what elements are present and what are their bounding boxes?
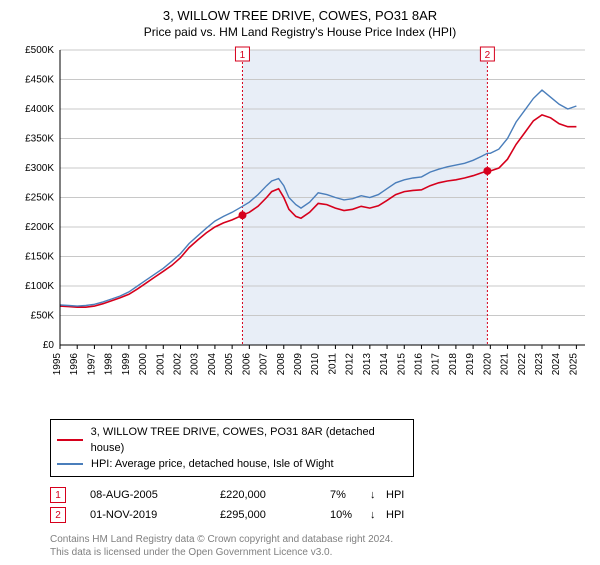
sale-vs-hpi: HPI [386, 489, 426, 501]
svg-text:£250K: £250K [25, 193, 54, 204]
svg-text:2019: 2019 [465, 353, 476, 376]
sale-pct: 10% [330, 509, 370, 521]
svg-text:£350K: £350K [25, 134, 54, 145]
svg-text:2002: 2002 [172, 353, 183, 376]
svg-text:2012: 2012 [345, 353, 356, 376]
svg-text:1999: 1999 [121, 353, 132, 376]
sale-marker: 2 [50, 507, 66, 523]
svg-text:2023: 2023 [534, 353, 545, 376]
sale-date: 01-NOV-2019 [90, 509, 220, 521]
line-chart: £0 £50K £100K £150K £200K £250K £300K £350K £400… [10, 45, 590, 415]
svg-text:2000: 2000 [138, 353, 149, 376]
svg-text:£100K: £100K [25, 281, 54, 292]
svg-text:2014: 2014 [379, 353, 390, 376]
svg-text:2021: 2021 [500, 353, 511, 376]
svg-text:2008: 2008 [276, 353, 287, 376]
svg-text:2004: 2004 [207, 353, 218, 376]
svg-text:2016: 2016 [413, 353, 424, 376]
svg-text:2020: 2020 [482, 353, 493, 376]
svg-text:2003: 2003 [190, 353, 201, 376]
sale-marker: 1 [50, 487, 66, 503]
svg-text:£300K: £300K [25, 163, 54, 174]
legend-item: 3, WILLOW TREE DRIVE, COWES, PO31 8AR (d… [57, 424, 407, 456]
svg-text:£450K: £450K [25, 75, 54, 86]
svg-text:2007: 2007 [259, 353, 270, 376]
svg-text:2010: 2010 [310, 353, 321, 376]
svg-text:2013: 2013 [362, 353, 373, 376]
footer-attribution: Contains HM Land Registry data © Crown c… [50, 533, 590, 559]
svg-text:£400K: £400K [25, 104, 54, 115]
svg-text:2011: 2011 [327, 353, 338, 375]
svg-text:2001: 2001 [155, 353, 166, 376]
sales-row: 1 08-AUG-2005£220,0007%↓HPI [50, 485, 590, 505]
sale-price: £220,000 [220, 489, 330, 501]
chart-svg: £0 £50K £100K £150K £200K £250K £300K £350K £400… [10, 45, 590, 415]
page-title: 3, WILLOW TREE DRIVE, COWES, PO31 8AR [10, 8, 590, 23]
svg-text:1996: 1996 [69, 353, 80, 376]
page-subtitle: Price paid vs. HM Land Registry's House … [10, 25, 590, 39]
svg-text:2018: 2018 [448, 353, 459, 376]
legend-label: 3, WILLOW TREE DRIVE, COWES, PO31 8AR (d… [91, 424, 407, 456]
svg-text:2022: 2022 [517, 353, 528, 376]
legend: 3, WILLOW TREE DRIVE, COWES, PO31 8AR (d… [50, 419, 414, 477]
sales-table: 1 08-AUG-2005£220,0007%↓HPI 2 01-NOV-2019£2… [50, 485, 590, 525]
sales-row: 2 01-NOV-2019£295,00010%↓HPI [50, 505, 590, 525]
svg-text:£200K: £200K [25, 222, 54, 233]
footer-line-2: This data is licensed under the Open Gov… [50, 546, 590, 559]
svg-text:1997: 1997 [86, 353, 97, 376]
svg-text:2024: 2024 [551, 353, 562, 376]
legend-swatch [57, 463, 83, 465]
chart-container: 3, WILLOW TREE DRIVE, COWES, PO31 8AR Pr… [0, 0, 600, 565]
sale-date: 08-AUG-2005 [90, 489, 220, 501]
svg-text:£150K: £150K [25, 252, 54, 263]
footer-line-1: Contains HM Land Registry data © Crown c… [50, 533, 590, 546]
svg-text:2009: 2009 [293, 353, 304, 376]
svg-text:£0: £0 [43, 340, 55, 351]
arrow-down-icon: ↓ [370, 489, 386, 501]
svg-text:£500K: £500K [25, 45, 54, 56]
legend-label: HPI: Average price, detached house, Isle… [91, 456, 334, 472]
legend-item: HPI: Average price, detached house, Isle… [57, 456, 407, 472]
svg-text:2005: 2005 [224, 353, 235, 376]
svg-text:2025: 2025 [568, 353, 579, 376]
svg-text:1995: 1995 [52, 353, 63, 376]
svg-text:2015: 2015 [396, 353, 407, 376]
svg-text:2006: 2006 [241, 353, 252, 376]
sale-vs-hpi: HPI [386, 509, 426, 521]
svg-text:2017: 2017 [431, 353, 442, 376]
svg-text:2: 2 [485, 50, 491, 61]
svg-text:1998: 1998 [104, 353, 115, 376]
svg-text:£50K: £50K [31, 311, 55, 322]
arrow-down-icon: ↓ [370, 509, 386, 521]
sale-pct: 7% [330, 489, 370, 501]
legend-swatch [57, 439, 83, 441]
svg-text:1: 1 [240, 50, 246, 61]
sale-price: £295,000 [220, 509, 330, 521]
